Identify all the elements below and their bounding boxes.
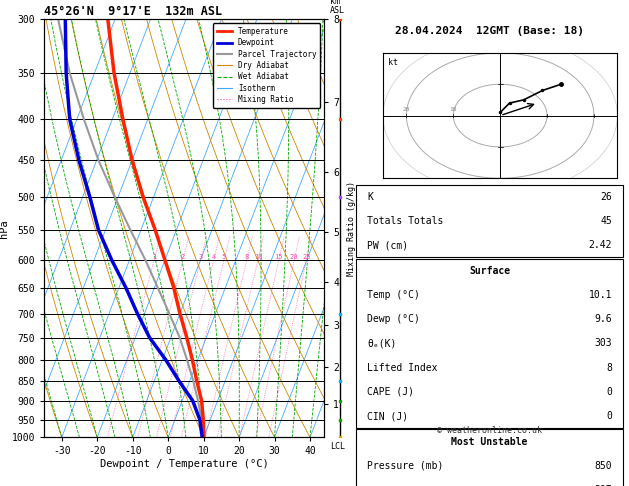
Text: K: K xyxy=(367,191,373,202)
Text: 45: 45 xyxy=(600,216,612,226)
Text: θₑ (K): θₑ (K) xyxy=(367,485,402,486)
Text: 45°26'N  9°17'E  132m ASL: 45°26'N 9°17'E 132m ASL xyxy=(44,5,222,18)
Text: 0: 0 xyxy=(606,387,612,397)
Text: Temp (°C): Temp (°C) xyxy=(367,290,420,300)
Text: LCL: LCL xyxy=(330,442,345,451)
Text: 10: 10 xyxy=(253,254,262,260)
X-axis label: Dewpoint / Temperature (°C): Dewpoint / Temperature (°C) xyxy=(100,459,269,469)
Text: km
ASL: km ASL xyxy=(330,0,345,15)
Text: 2.42: 2.42 xyxy=(589,240,612,250)
Bar xyxy=(357,185,623,257)
Bar xyxy=(357,259,623,428)
Text: 4: 4 xyxy=(211,254,216,260)
Text: Pressure (mb): Pressure (mb) xyxy=(367,461,443,471)
Text: 20: 20 xyxy=(403,107,410,112)
Text: 8: 8 xyxy=(606,363,612,373)
Text: 1: 1 xyxy=(152,254,156,260)
Text: 28.04.2024  12GMT (Base: 18): 28.04.2024 12GMT (Base: 18) xyxy=(395,26,584,35)
Text: 20: 20 xyxy=(290,254,298,260)
Y-axis label: hPa: hPa xyxy=(0,219,9,238)
Text: PW (cm): PW (cm) xyxy=(367,240,408,250)
Bar xyxy=(357,430,623,486)
Text: 0: 0 xyxy=(606,411,612,421)
Text: 10: 10 xyxy=(450,107,457,112)
Text: 3: 3 xyxy=(199,254,203,260)
Text: 850: 850 xyxy=(594,461,612,471)
Text: CAPE (J): CAPE (J) xyxy=(367,387,414,397)
Text: © weatheronline.co.uk: © weatheronline.co.uk xyxy=(437,426,542,435)
Text: 25: 25 xyxy=(302,254,311,260)
Text: CIN (J): CIN (J) xyxy=(367,411,408,421)
Text: Lifted Index: Lifted Index xyxy=(367,363,438,373)
Text: 8: 8 xyxy=(245,254,249,260)
Text: Most Unstable: Most Unstable xyxy=(452,436,528,447)
Text: 15: 15 xyxy=(275,254,283,260)
Text: Dewp (°C): Dewp (°C) xyxy=(367,314,420,324)
Text: kt: kt xyxy=(387,58,398,67)
Text: θₑ(K): θₑ(K) xyxy=(367,338,396,348)
Text: 9.6: 9.6 xyxy=(594,314,612,324)
Text: Surface: Surface xyxy=(469,266,510,276)
Text: 5: 5 xyxy=(222,254,226,260)
Text: Totals Totals: Totals Totals xyxy=(367,216,443,226)
Text: 307: 307 xyxy=(594,485,612,486)
Text: Mixing Ratio (g/kg): Mixing Ratio (g/kg) xyxy=(347,181,356,276)
Legend: Temperature, Dewpoint, Parcel Trajectory, Dry Adiabat, Wet Adiabat, Isotherm, Mi: Temperature, Dewpoint, Parcel Trajectory… xyxy=(213,23,320,107)
Text: 26: 26 xyxy=(600,191,612,202)
Text: 10.1: 10.1 xyxy=(589,290,612,300)
Text: 303: 303 xyxy=(594,338,612,348)
Text: 2: 2 xyxy=(181,254,185,260)
